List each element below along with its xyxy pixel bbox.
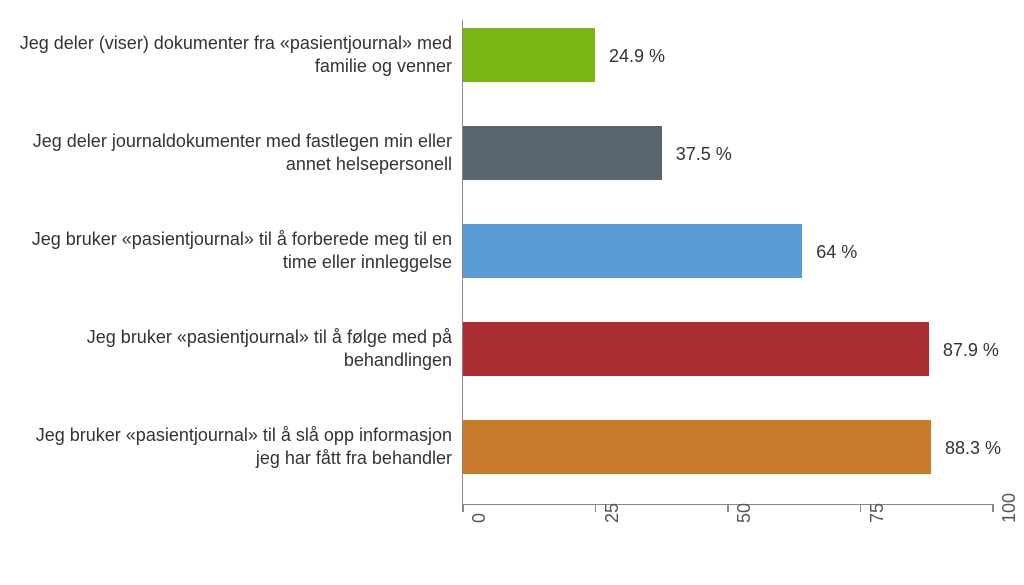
bar xyxy=(463,420,931,474)
x-tick xyxy=(727,504,729,512)
x-tick xyxy=(462,504,464,512)
bar xyxy=(463,126,662,180)
x-tick-label: 50 xyxy=(734,503,755,523)
plot-area: 24.9 % 37.5 % 64 % 87.9 % 88.3 % xyxy=(462,20,992,505)
bar-value-label: 37.5 % xyxy=(676,144,732,165)
bar-row: 88.3 % xyxy=(463,412,993,482)
bar-category-label: Jeg bruker «pasientjournal» til å følge … xyxy=(12,326,452,371)
bar-category-label: Jeg deler journaldokumenter med fastlege… xyxy=(12,130,452,175)
bar-row: 64 % xyxy=(463,216,993,286)
bar-row: 37.5 % xyxy=(463,118,993,188)
x-tick-label: 0 xyxy=(469,513,490,523)
bar-row: 24.9 % xyxy=(463,20,993,90)
bar-category-label: Jeg deler (viser) dokumenter fra «pasien… xyxy=(12,32,452,77)
bar-value-label: 24.9 % xyxy=(609,46,665,67)
x-tick-label: 100 xyxy=(999,493,1020,523)
x-tick-label: 25 xyxy=(602,503,623,523)
bar xyxy=(463,224,802,278)
bar-value-label: 87.9 % xyxy=(943,340,999,361)
chart-container: 24.9 % 37.5 % 64 % 87.9 % 88.3 % 0 25 50 75 100 J… xyxy=(0,0,1024,585)
bar-value-label: 88.3 % xyxy=(945,438,1001,459)
bar xyxy=(463,28,595,82)
x-tick-label: 75 xyxy=(867,503,888,523)
bar-category-label: Jeg bruker «pasientjournal» til å slå op… xyxy=(12,424,452,469)
x-tick xyxy=(860,504,862,512)
x-tick xyxy=(992,504,994,512)
bar-category-label: Jeg bruker «pasientjournal» til å forber… xyxy=(12,228,452,273)
x-tick xyxy=(595,504,597,512)
bar-row: 87.9 % xyxy=(463,314,993,384)
bar xyxy=(463,322,929,376)
bar-value-label: 64 % xyxy=(816,242,857,263)
